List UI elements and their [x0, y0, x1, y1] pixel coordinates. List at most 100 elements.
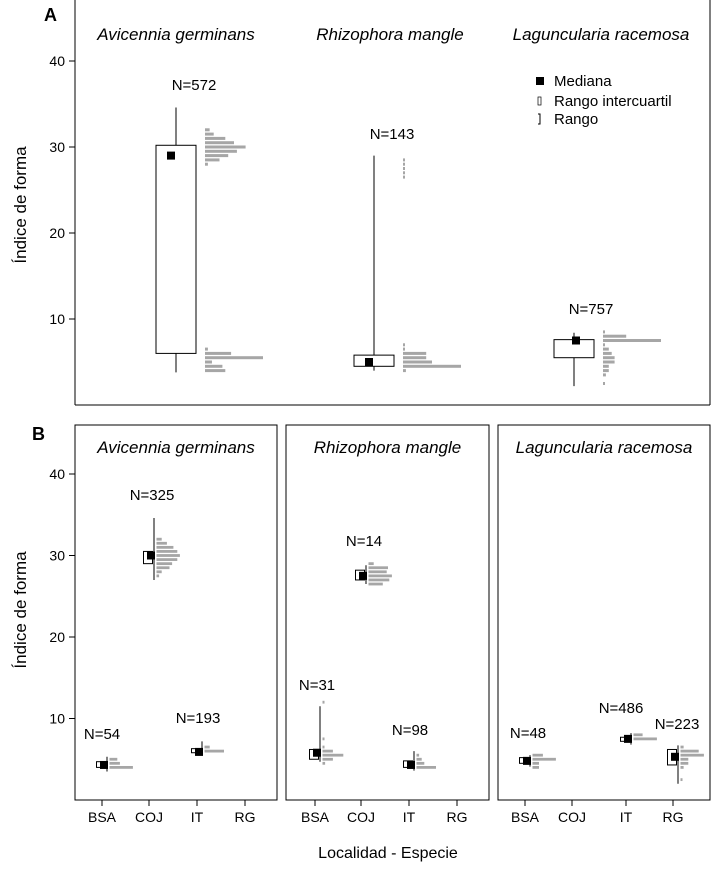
- panel-a-histogram-bar: [205, 132, 214, 136]
- panel-b-histogram-bar: [633, 733, 643, 737]
- panel-b-histogram-bar: [368, 570, 387, 574]
- x-axis-title: Localidad - Especie: [318, 845, 458, 862]
- legend-iqr-marker: [537, 96, 542, 106]
- panel-a-histogram-bar: [603, 369, 609, 373]
- panel-a-label: A: [44, 5, 57, 25]
- panel-a-histogram-bar: [205, 351, 232, 355]
- panel-b-xtick-label: BSA: [511, 809, 540, 825]
- panel-a-ytick-label: 20: [49, 225, 65, 241]
- panel-b-median-marker: [313, 748, 321, 757]
- panel-b-histogram-bar: [680, 761, 689, 765]
- panel-a-n-label: N=572: [172, 77, 217, 94]
- panel-a-ytick-label: 40: [49, 53, 65, 69]
- panel-a: A 10 20 30 40 Avicennia germinans Rhizophora m…: [44, 0, 711, 406]
- panel-b-xtick-label: COJ: [558, 809, 586, 825]
- legend-label: Mediana: [554, 73, 612, 90]
- panel-b-median-marker: [407, 760, 415, 769]
- panel-b-histogram-bar: [416, 766, 436, 769]
- panel-a-histogram-bar: [205, 360, 212, 364]
- panel-b-n-label: N=223: [655, 716, 700, 733]
- panel-b-median-marker: [624, 734, 632, 743]
- legend-label: Rango: [554, 111, 598, 128]
- panel-b-histogram-bar: [109, 766, 133, 769]
- panel-b-n-label: N=54: [84, 726, 120, 743]
- panel-b-xtick-label: COJ: [347, 809, 375, 825]
- panel-b-n-label: N=486: [599, 700, 644, 717]
- panel-b-histogram-bar: [322, 749, 333, 753]
- panel-a-histogram-bar: [403, 364, 461, 368]
- panel-b-histogram-bar: [322, 700, 325, 704]
- panel-a-histogram-bar: [603, 330, 605, 334]
- panel-a-histogram-bar: [403, 360, 432, 364]
- panel-a-histogram-bar: [603, 343, 605, 347]
- panel-a-ytick-label: 30: [49, 139, 65, 155]
- panel-a-iqr-box: [353, 354, 395, 367]
- panel-a-histogram-bar: [603, 334, 627, 338]
- panel-b-histogram-bar: [416, 753, 420, 757]
- panel-b-xtick-label: IT: [620, 809, 633, 825]
- panel-b-median-marker: [100, 760, 108, 769]
- panel-a-histogram-bar: [603, 373, 606, 377]
- panel-b-histogram-bar: [322, 753, 344, 757]
- panel-b-histogram-bar: [322, 757, 333, 761]
- panel-a-histogram-bar: [603, 347, 609, 351]
- panel-b-histogram-bar: [156, 574, 160, 578]
- legend-median-marker: [536, 77, 544, 85]
- panel-b-histogram-bar: [368, 562, 374, 566]
- panel-a-histogram-bar: [205, 347, 208, 351]
- panel-a-histogram-bar: [603, 339, 661, 342]
- panel-b-histogram-bar: [156, 570, 162, 574]
- panel-a-species-title: Laguncularia racemosa: [513, 25, 690, 44]
- panel-b-xtick-label: RG: [663, 809, 684, 825]
- panel-b-xtick-label: BSA: [88, 809, 117, 825]
- panel-a-histogram-bar: [603, 356, 615, 360]
- panel-b-histogram-bar: [416, 761, 425, 765]
- panel-b-histogram-bar: [532, 753, 543, 757]
- panel-b-histogram-bar: [156, 545, 174, 549]
- panel-a-histogram-bar: [403, 167, 405, 170]
- panel-b-facet: Laguncularia racemosa BSA COJ IT RG: [497, 424, 711, 825]
- panel-b-median-marker: [147, 551, 155, 560]
- panel-b-facet-frame: [74, 424, 278, 801]
- panel-b-n-label: N=31: [299, 677, 335, 694]
- panel-b-y-axis-title: Índice de forma: [11, 551, 30, 669]
- panel-a-histogram-bar: [603, 364, 609, 368]
- panel-b-ytick-label: 20: [49, 629, 65, 645]
- panel-a-species-title: Rhizophora mangle: [316, 25, 463, 44]
- panel-b-xtick-label: BSA: [301, 809, 330, 825]
- panel-a-histogram-bar: [205, 364, 223, 368]
- panel-b-histogram-bar: [156, 562, 173, 566]
- panel-a-n-label: N=143: [370, 126, 415, 143]
- panel-a-histogram-bar: [403, 369, 406, 373]
- panel-a-histogram-bar: [403, 351, 427, 355]
- panel-a-iqr-box: [155, 144, 197, 354]
- panel-b-facet: Rhizophora mangle BSA COJ IT RG: [285, 424, 490, 825]
- panel-b-xtick-label: RG: [447, 809, 468, 825]
- panel-b-histogram-bar: [156, 550, 178, 553]
- panel-a-histogram-bar: [403, 343, 405, 347]
- panel-a-histogram-bar: [205, 149, 237, 153]
- panel-b-facet-title: Rhizophora mangle: [314, 438, 461, 457]
- panel-b-facet-title: Avicennia germinans: [96, 438, 255, 457]
- legend-label: Rango intercuartil: [554, 93, 672, 110]
- panel-a-median-marker: [167, 151, 175, 160]
- panel-a-histogram-bar: [403, 175, 405, 179]
- panel-b-median-marker: [671, 752, 679, 761]
- panel-b-histogram-bar: [368, 578, 390, 582]
- panel-a-histogram-bar: [603, 360, 615, 364]
- panel-b-ytick-label: 40: [49, 466, 65, 482]
- panel-b-median-marker: [195, 747, 203, 756]
- panel-b-histogram-bar: [204, 749, 224, 753]
- panel-b-histogram-bar: [680, 766, 684, 769]
- panel-b-histogram-bar: [368, 582, 383, 586]
- panel-b-histogram-bar: [532, 757, 556, 761]
- panel-b-xtick-label: COJ: [135, 809, 163, 825]
- panel-b-histogram-bar: [368, 566, 388, 570]
- panel-b-histogram-bar: [680, 749, 699, 753]
- panel-a-histogram-bar: [403, 162, 405, 166]
- panel-a-species-title: Avicennia germinans: [96, 25, 255, 44]
- panel-a-ytick-label: 10: [49, 311, 65, 327]
- panel-b-histogram-bar: [322, 745, 325, 749]
- panel-b-histogram-bar: [204, 745, 210, 749]
